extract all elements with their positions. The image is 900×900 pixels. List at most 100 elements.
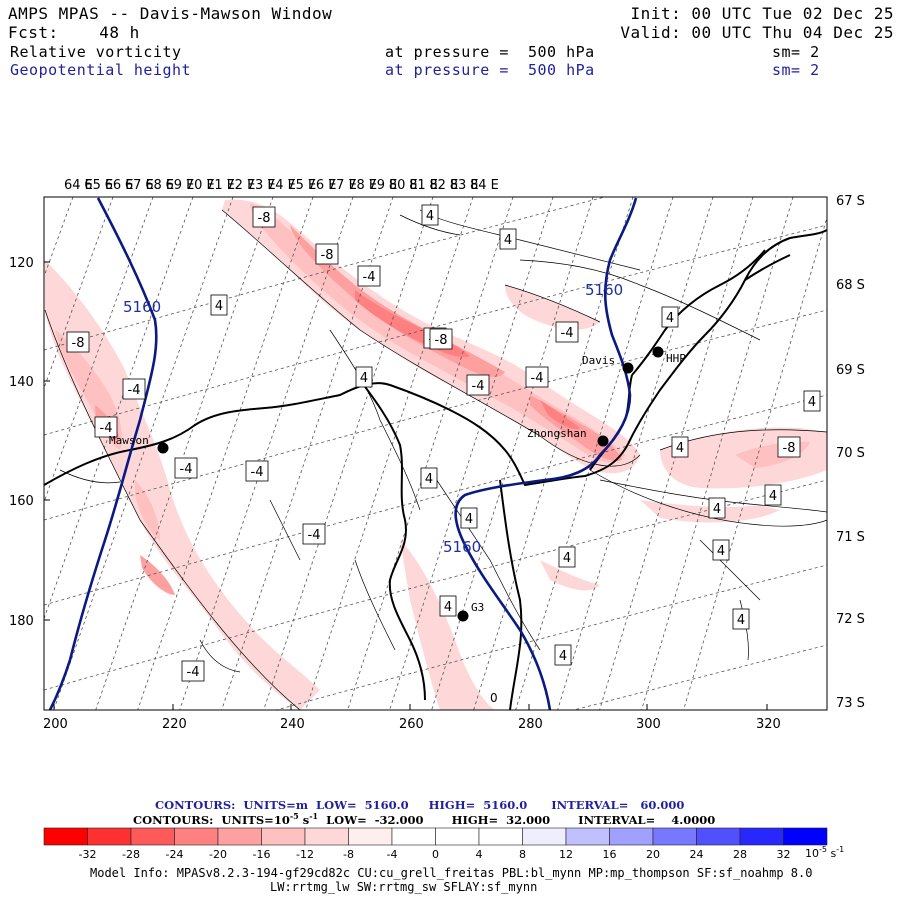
x-tick-label: 220 xyxy=(162,717,187,732)
lon-label: 83 E xyxy=(450,178,479,193)
lat-label: 68 S xyxy=(836,278,865,293)
x-tick-label: 260 xyxy=(399,717,424,732)
lon-label: 73 E xyxy=(247,178,276,193)
vorticity-label: 4 xyxy=(671,436,689,458)
vorticity-label: 4 xyxy=(661,306,679,328)
lon-label: 71 E xyxy=(206,178,235,193)
y-tick-label: 120 xyxy=(9,256,34,271)
lat-label: 67 S xyxy=(836,194,865,209)
lon-label: 77 E xyxy=(328,178,357,193)
svg-text:-8: -8 xyxy=(258,211,271,226)
vorticity-label: -4 xyxy=(525,366,549,388)
vorticity-label: 0 xyxy=(490,691,498,705)
station-label: Davis xyxy=(582,354,615,367)
svg-text:-8: -8 xyxy=(321,248,334,263)
lon-label: 84 E xyxy=(470,178,499,193)
vorticity-label: 4 xyxy=(421,204,439,226)
x-tick-label: 280 xyxy=(518,717,543,732)
colorbar-swatch xyxy=(304,827,349,846)
svg-text:4: 4 xyxy=(808,395,816,410)
colorbar-label: 16 xyxy=(603,848,617,861)
vorticity-label: 4 xyxy=(764,484,782,506)
chart-title: AMPS MPAS -- Davis-Mawson Window xyxy=(8,4,333,23)
model-info-line2: LW:rrtmg_lw SW:rrtmg_sw SFLAY:sf_mynn xyxy=(270,880,538,894)
svg-text:-4: -4 xyxy=(100,421,113,436)
svg-text:4: 4 xyxy=(215,299,223,314)
vorticity-label: -4 xyxy=(245,460,269,482)
vorticity-label: 4 xyxy=(499,228,517,250)
colorbar-label: 8 xyxy=(519,848,526,861)
lon-label: 78 E xyxy=(348,178,377,193)
vorticity-label: 4 xyxy=(355,366,373,388)
colorbar-swatch xyxy=(739,827,784,846)
init-time: Init: 00 UTC Tue 02 Dec 25 xyxy=(630,4,894,23)
colorbar-swatch xyxy=(217,827,262,846)
field1-pressure: at pressure = 500 hPa xyxy=(385,43,595,61)
svg-text:4: 4 xyxy=(676,441,684,456)
vorticity-label: 4 xyxy=(460,507,478,529)
vorticity-label: -8 xyxy=(777,436,801,458)
lon-label: 69 E xyxy=(166,178,195,193)
colorbar-swatch xyxy=(696,827,741,846)
svg-text:4: 4 xyxy=(717,544,725,559)
colorbar-label: 0 xyxy=(432,848,439,861)
geopotential-height-contours xyxy=(48,197,638,710)
svg-text:4: 4 xyxy=(713,502,721,517)
height-label: 5160 xyxy=(123,298,161,316)
lon-label: 79 E xyxy=(369,178,398,193)
map-axes: 64 E65 E66 E67 E68 E69 E70 E71 E72 E73 E… xyxy=(9,178,865,732)
colorbar-label: 28 xyxy=(733,848,747,861)
vorticity-label: -4 xyxy=(466,374,490,396)
svg-text:-4: -4 xyxy=(472,379,485,394)
y-tick-label: 180 xyxy=(9,614,34,629)
station-label: Zhongshan xyxy=(527,427,587,440)
svg-text:4: 4 xyxy=(426,209,434,224)
colorbar-swatch xyxy=(348,827,393,846)
lon-label: 72 E xyxy=(226,178,255,193)
station-label: HHP xyxy=(666,352,686,365)
svg-text:-4: -4 xyxy=(251,465,264,480)
vorticity-label: -4 xyxy=(302,523,326,545)
svg-text:4: 4 xyxy=(465,512,473,527)
svg-text:-4: -4 xyxy=(128,383,141,398)
colorbar-label: -28 xyxy=(122,848,140,861)
height-label: 5160 xyxy=(443,538,481,556)
station-hhp: HHP xyxy=(652,346,686,365)
colorbar-label: 24 xyxy=(690,848,704,861)
lat-lon-graticule xyxy=(44,197,827,710)
station-mawson: Mawson xyxy=(109,434,169,454)
station-label: Mawson xyxy=(109,434,149,447)
svg-text:4: 4 xyxy=(559,649,567,664)
colorbar-label: -4 xyxy=(387,848,398,861)
svg-text:4: 4 xyxy=(769,489,777,504)
vorticity-label: -8 xyxy=(252,206,276,228)
colorbar-label: -8 xyxy=(343,848,354,861)
lon-label: 80 E xyxy=(389,178,418,193)
vorticity-label: -8 xyxy=(429,328,453,350)
vorticity-label: -4 xyxy=(357,265,381,287)
vorticity-label: 4 xyxy=(732,608,750,630)
y-tick-label: 140 xyxy=(9,375,34,390)
station-markers: Davis HHP Mawson Zhongshan G3 xyxy=(109,346,686,622)
lon-label: 76 E xyxy=(308,178,337,193)
colorbar-swatch xyxy=(87,827,132,846)
vorticity-label: -4 xyxy=(94,416,118,438)
svg-text:-4: -4 xyxy=(561,326,574,341)
field2-pressure: at pressure = 500 hPa xyxy=(385,61,595,79)
vorticity-label: 4 xyxy=(439,595,457,617)
svg-text:4: 4 xyxy=(360,371,368,386)
colorbar-label: 32 xyxy=(777,848,791,861)
lon-label: 82 E xyxy=(429,178,458,193)
lon-label: 74 E xyxy=(267,178,296,193)
station-label: G3 xyxy=(471,601,484,614)
colorbar-swatch xyxy=(391,827,436,846)
svg-text:-4: -4 xyxy=(180,462,193,477)
field2-smoothing: sm= 2 xyxy=(772,61,820,79)
x-tick-label: 320 xyxy=(756,717,781,732)
field1-smoothing: sm= 2 xyxy=(772,43,820,61)
vorticity-label: -4 xyxy=(174,457,198,479)
lat-label: 73 S xyxy=(836,696,865,711)
lat-label: 69 S xyxy=(836,363,865,378)
